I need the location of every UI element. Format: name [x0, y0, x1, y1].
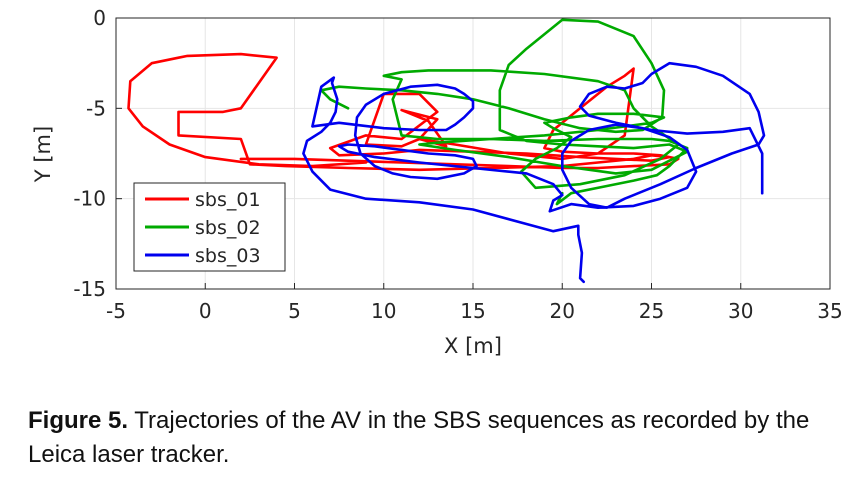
series-line-sbs-03 [302, 61, 766, 284]
figure-caption: Figure 5. Trajectories of the AV in the … [28, 404, 828, 472]
y-tick-label: -10 [73, 187, 106, 211]
series-line-sbs-01 [127, 52, 680, 172]
legend-label-sbs-03: sbs_03 [195, 245, 261, 267]
y-axis-label: Y [m] [31, 126, 55, 183]
x-tick-label: 30 [728, 299, 753, 323]
x-tick-label: -5 [106, 299, 126, 323]
x-tick-label: 25 [639, 299, 664, 323]
trajectory-chart: -5 0 5 10 15 20 25 30 35 0 -5 -10 -15 X [m] Y [m] sb… [31, 6, 843, 358]
trajectory-series [127, 18, 766, 284]
x-tick-label: 15 [460, 299, 485, 323]
legend-label-sbs-02: sbs_02 [195, 217, 261, 239]
x-tick-label: 5 [288, 299, 301, 323]
x-axis-label: X [m] [444, 334, 502, 358]
y-tick-label: -5 [86, 96, 106, 120]
x-tick-label: 0 [199, 299, 212, 323]
legend: sbs_01 sbs_02 sbs_03 [133, 182, 286, 272]
series-line-sbs-02 [319, 18, 689, 206]
x-tick-label: 10 [371, 299, 396, 323]
axis-ticks: -5 0 5 10 15 20 25 30 35 0 -5 -10 -15 [73, 6, 842, 323]
caption-label: Figure 5. [28, 407, 129, 434]
x-tick-label: 35 [817, 299, 842, 323]
y-tick-label: -15 [73, 277, 106, 301]
caption-text: Trajectories of the AV in the SBS sequen… [28, 407, 810, 468]
legend-label-sbs-01: sbs_01 [195, 189, 261, 211]
y-tick-label: 0 [93, 6, 106, 30]
x-tick-label: 20 [550, 299, 575, 323]
